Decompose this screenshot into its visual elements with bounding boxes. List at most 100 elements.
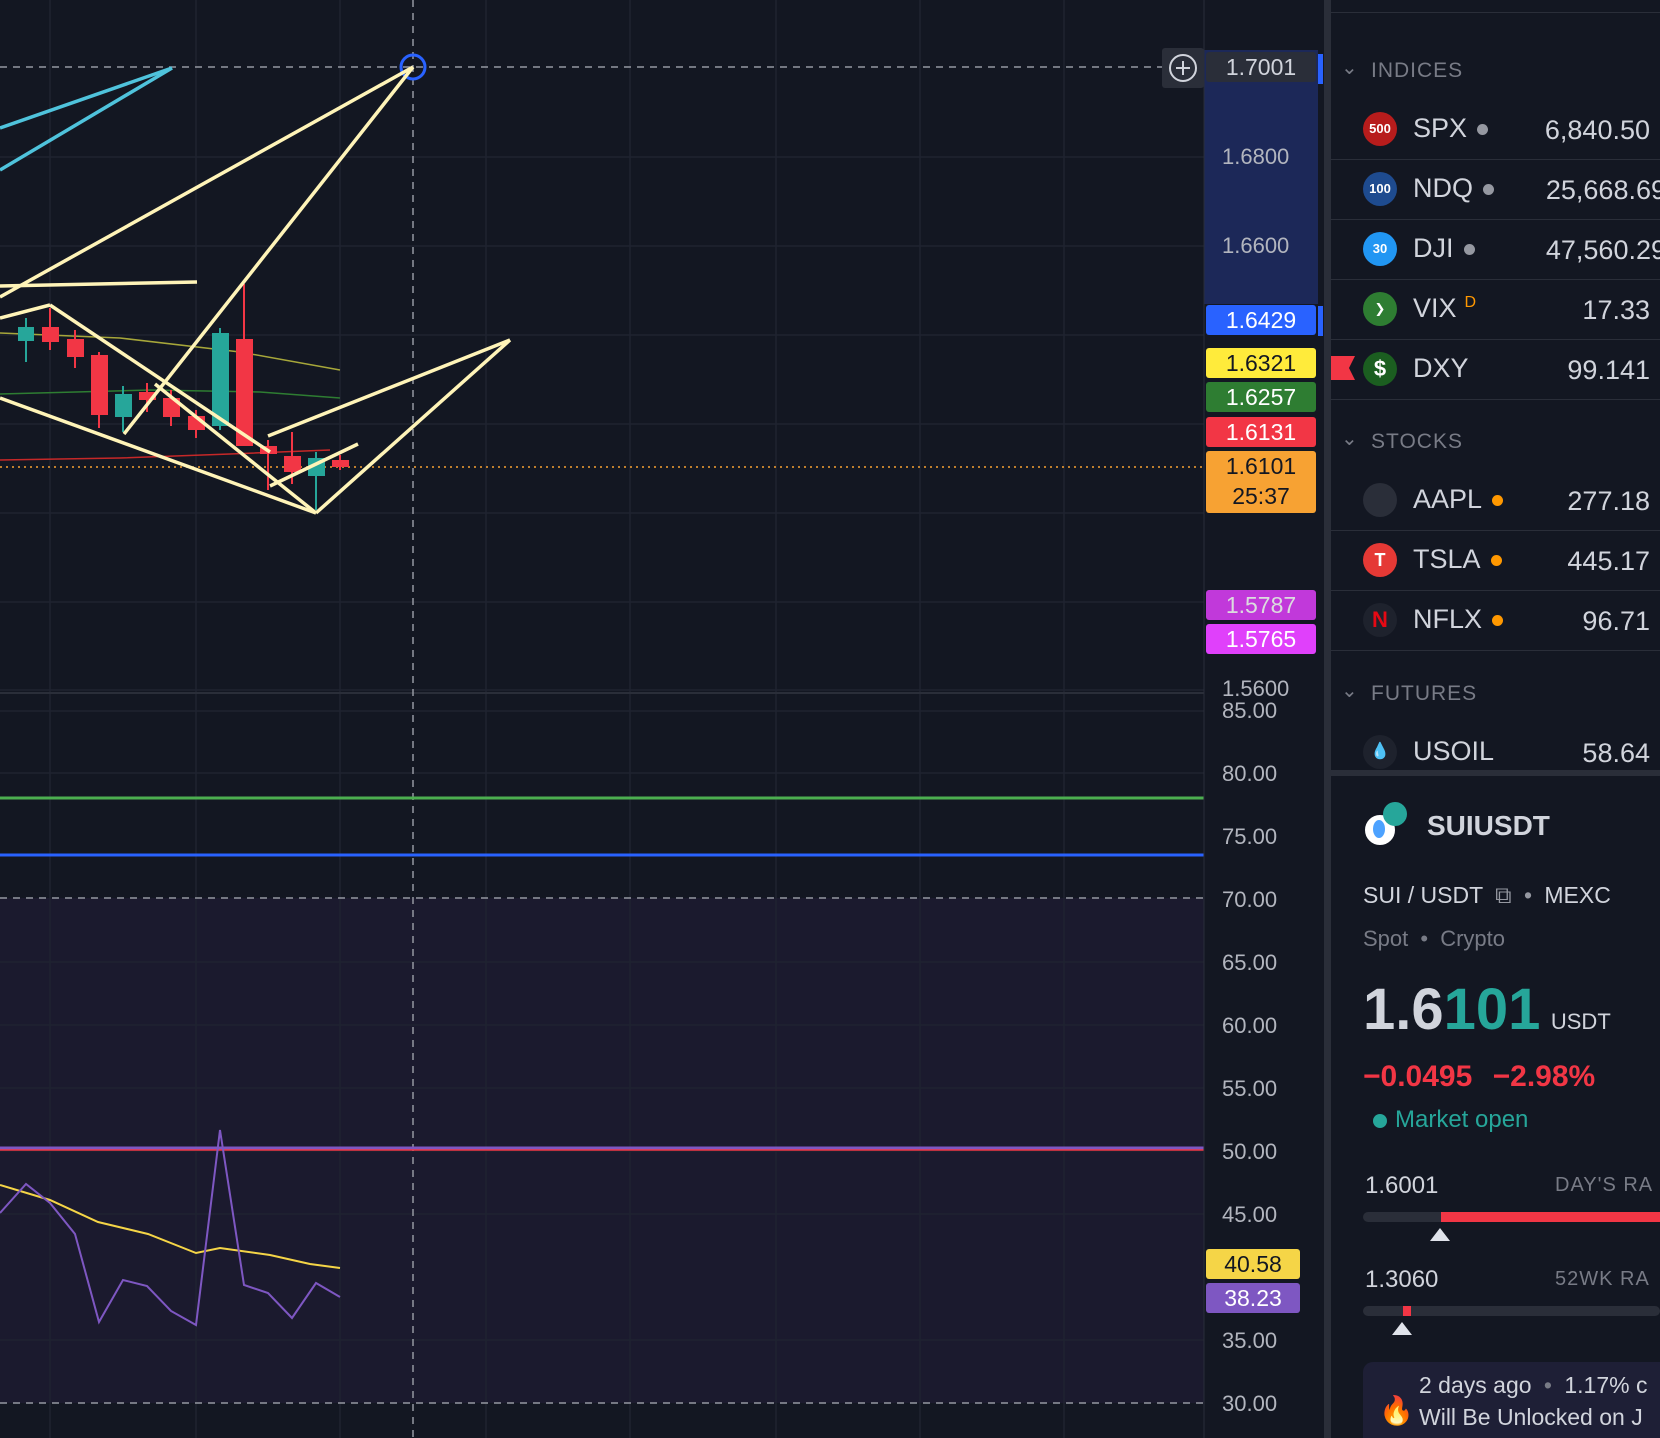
price-axis-label: 1.6800 — [1222, 144, 1290, 169]
news-headline: Will Be Unlocked on J — [1419, 1404, 1643, 1430]
chart-canvas[interactable] — [0, 0, 1324, 1438]
wk-range-label: 52WK RA — [1555, 1268, 1650, 1290]
watchlist-row-dji[interactable]: 30 DJI 47,560.29 — [1331, 219, 1660, 280]
price-currency: USDT — [1550, 1009, 1611, 1034]
symbol: USOIL — [1413, 736, 1495, 766]
chevron-down-icon: ⌄ — [1341, 680, 1359, 702]
price: 25,668.69 — [1545, 175, 1660, 205]
usdt-logo-icon — [1383, 802, 1407, 826]
rsi-axis-label: 55.00 — [1222, 1076, 1278, 1101]
rsi-axis-label: 50.00 — [1222, 1139, 1278, 1164]
watchlist-row-tsla[interactable]: T TSLA 445.17 — [1331, 530, 1660, 591]
news-pct: 1.17% c — [1564, 1372, 1648, 1398]
day-low: 1.6001 — [1365, 1172, 1439, 1199]
news-meta: 2 days ago • 1.17% c — [1419, 1372, 1647, 1399]
dxy-logo-icon: $ — [1363, 352, 1397, 386]
price-change-pct: −2.98% — [1492, 1060, 1596, 1093]
add-alert-icon[interactable] — [1169, 54, 1197, 82]
separator-dot: • — [1523, 882, 1532, 908]
watchlist-row-spx[interactable]: 500 SPX 6,840.50 — [1331, 99, 1660, 160]
price-tag-pink: 1.5787 — [1206, 590, 1316, 620]
horizontal-grid — [0, 156, 1204, 1341]
crosshair-handle[interactable] — [399, 53, 427, 81]
watchlist-row-vix[interactable]: ❯ VIX D 17.33 — [1331, 279, 1660, 340]
separator-dot: • — [1420, 926, 1429, 951]
news-time: 2 days ago — [1419, 1372, 1532, 1398]
day-range-marker-icon — [1430, 1228, 1450, 1241]
watchlist-row-usoil[interactable]: 💧 USOIL 58.64 — [1331, 722, 1660, 770]
wk-low: 1.3060 — [1365, 1266, 1439, 1293]
sui-logo-icon — [1363, 813, 1397, 847]
apple-logo-icon — [1363, 483, 1397, 517]
price-axis-label: 1.5600 — [1222, 676, 1290, 701]
rsi-axis-label: 60.00 — [1222, 1013, 1278, 1038]
vertical-grid — [49, 0, 1065, 1438]
rsi-axis-label: 65.00 — [1222, 950, 1278, 975]
price: 96.71 — [1582, 606, 1650, 636]
cyan-trendlines[interactable] — [0, 66, 173, 172]
ma-yellow-line — [0, 332, 341, 371]
watchlist-row-nflx[interactable]: N NFLX 96.71 — [1331, 590, 1660, 651]
price-tag-magenta: 1.5765 — [1206, 624, 1316, 654]
price: 99.141 — [1567, 355, 1650, 385]
status-dot — [1490, 555, 1502, 567]
section-title: FUTURES — [1371, 682, 1478, 705]
chevron-down-icon: ⌄ — [1341, 57, 1359, 79]
exchange-name[interactable]: MEXC — [1544, 882, 1611, 908]
symbol: SPX — [1413, 113, 1468, 143]
symbol: NFLX — [1413, 604, 1483, 634]
wk-range-fill — [1403, 1306, 1411, 1316]
watchlist-row-dxy[interactable]: $ DXY 99.141 — [1331, 339, 1660, 400]
panel-splitter[interactable] — [1324, 0, 1331, 1438]
price-scale-highlight — [1204, 50, 1318, 304]
day-range-label: DAY'S RA — [1555, 1174, 1654, 1196]
news-card[interactable]: 🔥 2 days ago • 1.17% c Will Be Unlocked … — [1363, 1362, 1660, 1438]
ndq-logo-icon: 100 — [1363, 172, 1397, 206]
price-tag-yellow: 1.6321 — [1206, 348, 1316, 378]
section-futures[interactable]: ⌄ FUTURES — [1341, 680, 1478, 706]
wk-range-bar — [1363, 1306, 1660, 1316]
price-tag-blue: 1.6429 — [1206, 305, 1316, 335]
rsi-axis-label: 35.00 — [1222, 1328, 1278, 1353]
price-tail: 101 — [1443, 977, 1541, 1042]
vix-logo-icon: ❯ — [1363, 292, 1397, 326]
status-dot — [1492, 495, 1504, 507]
last-price-tag: 1.6101 25:37 — [1206, 451, 1316, 513]
scale-marker-top — [1318, 54, 1323, 84]
price-tag-red: 1.6131 — [1206, 417, 1316, 447]
price: 277.18 — [1567, 486, 1650, 516]
rsi-axis-label: 30.00 — [1222, 1391, 1278, 1416]
price: 17.33 — [1582, 295, 1650, 325]
section-indices[interactable]: ⌄ INDICES — [1341, 57, 1463, 83]
pattern-drawings[interactable] — [0, 65, 512, 515]
symbol: DJI — [1413, 233, 1454, 263]
spx-logo-icon: 500 — [1363, 112, 1397, 146]
chart-area[interactable]: 1.7001 1.6800 1.6600 1.5600 1.6429 1.632… — [0, 0, 1324, 1438]
rsi-ma-line — [0, 1184, 341, 1269]
day-range-bar — [1363, 1212, 1660, 1222]
symbol-title[interactable]: SUIUSDT — [1427, 810, 1550, 841]
instrument-category: Crypto — [1440, 926, 1506, 951]
symbol: TSLA — [1413, 544, 1481, 574]
flag-icon — [1331, 356, 1355, 380]
section-stocks[interactable]: ⌄ STOCKS — [1341, 428, 1463, 454]
watchlist-panel: ⌄ INDICES 500 SPX 6,840.50 100 NDQ 25,66… — [1331, 0, 1660, 770]
market-status-text: Market open — [1395, 1106, 1529, 1133]
market-open-dot — [1373, 1113, 1387, 1128]
divider — [1331, 12, 1660, 13]
pair-name: SUI / USDT — [1363, 882, 1483, 908]
external-link-icon[interactable]: ⧉ — [1495, 882, 1512, 908]
pair-line: SUI / USDT ⧉ • MEXC — [1363, 882, 1611, 909]
status-dot — [1483, 184, 1494, 196]
price: 47,560.29 — [1545, 235, 1660, 265]
panel-divider[interactable] — [1331, 770, 1660, 776]
scale-marker-mid — [1318, 306, 1323, 336]
price-axis-label: 1.6600 — [1222, 233, 1290, 258]
oil-drop-icon: 💧 — [1363, 735, 1397, 769]
rsi-axis-label: 75.00 — [1222, 824, 1278, 849]
symbol: NDQ — [1413, 173, 1473, 203]
rsi-axis-label: 85.00 — [1222, 698, 1278, 723]
watchlist-row-aapl[interactable]: AAPL 277.18 — [1331, 470, 1660, 531]
watchlist-row-ndq[interactable]: 100 NDQ 25,668.69 — [1331, 159, 1660, 220]
section-title: STOCKS — [1371, 430, 1463, 453]
